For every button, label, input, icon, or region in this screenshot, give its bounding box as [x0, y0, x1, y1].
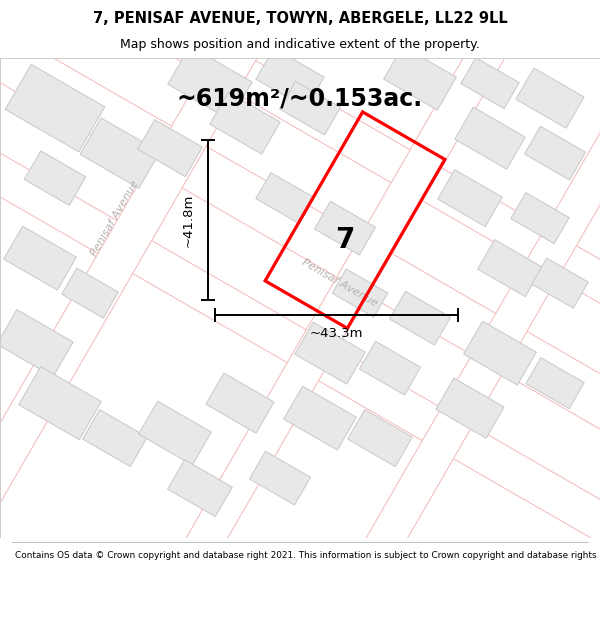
Polygon shape: [359, 341, 421, 395]
Polygon shape: [389, 291, 451, 345]
Text: 7, PENISAF AVENUE, TOWYN, ABERGELE, LL22 9LL: 7, PENISAF AVENUE, TOWYN, ABERGELE, LL22…: [92, 11, 508, 26]
Polygon shape: [464, 321, 536, 385]
Polygon shape: [256, 48, 324, 108]
Polygon shape: [80, 118, 160, 188]
Polygon shape: [461, 58, 519, 109]
Polygon shape: [5, 64, 105, 152]
Polygon shape: [0, 144, 600, 552]
Text: Contains OS data © Crown copyright and database right 2021. This information is : Contains OS data © Crown copyright and d…: [15, 551, 600, 560]
Polygon shape: [532, 258, 588, 308]
Polygon shape: [19, 367, 101, 439]
Polygon shape: [177, 0, 583, 572]
Polygon shape: [511, 192, 569, 244]
Polygon shape: [62, 268, 118, 318]
Polygon shape: [0, 309, 73, 377]
Text: ~619m²/~0.153ac.: ~619m²/~0.153ac.: [177, 86, 423, 110]
Polygon shape: [526, 357, 584, 409]
Text: 7: 7: [335, 226, 355, 254]
Polygon shape: [383, 46, 457, 110]
Polygon shape: [436, 378, 504, 438]
Polygon shape: [314, 201, 376, 255]
Polygon shape: [24, 151, 86, 206]
Polygon shape: [210, 92, 280, 154]
Polygon shape: [524, 126, 586, 180]
Polygon shape: [280, 81, 341, 135]
Polygon shape: [0, 0, 600, 312]
Polygon shape: [347, 409, 412, 467]
Polygon shape: [139, 401, 211, 465]
Polygon shape: [0, 20, 600, 436]
Polygon shape: [167, 459, 232, 517]
Text: Map shows position and indicative extent of the property.: Map shows position and indicative extent…: [120, 38, 480, 51]
Text: ~43.3m: ~43.3m: [310, 327, 363, 339]
Polygon shape: [4, 226, 76, 290]
Polygon shape: [332, 269, 388, 318]
Polygon shape: [137, 119, 202, 177]
Text: Penisaf Avenue: Penisaf Avenue: [89, 179, 141, 258]
Polygon shape: [250, 451, 311, 505]
Polygon shape: [256, 173, 314, 224]
Polygon shape: [206, 373, 274, 433]
Polygon shape: [295, 322, 365, 384]
Polygon shape: [478, 239, 542, 297]
Polygon shape: [455, 107, 525, 169]
Polygon shape: [437, 169, 502, 227]
Text: Penisaf Avenue: Penisaf Avenue: [301, 258, 380, 309]
Text: ~41.8m: ~41.8m: [182, 194, 194, 247]
Polygon shape: [516, 68, 584, 128]
Polygon shape: [357, 0, 600, 572]
Polygon shape: [168, 46, 252, 120]
Polygon shape: [0, 0, 335, 573]
Polygon shape: [284, 386, 356, 450]
Polygon shape: [83, 409, 148, 467]
